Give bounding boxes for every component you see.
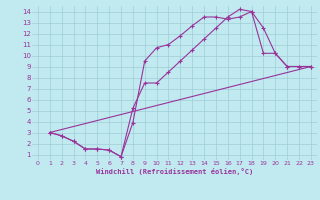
X-axis label: Windchill (Refroidissement éolien,°C): Windchill (Refroidissement éolien,°C) <box>96 168 253 175</box>
